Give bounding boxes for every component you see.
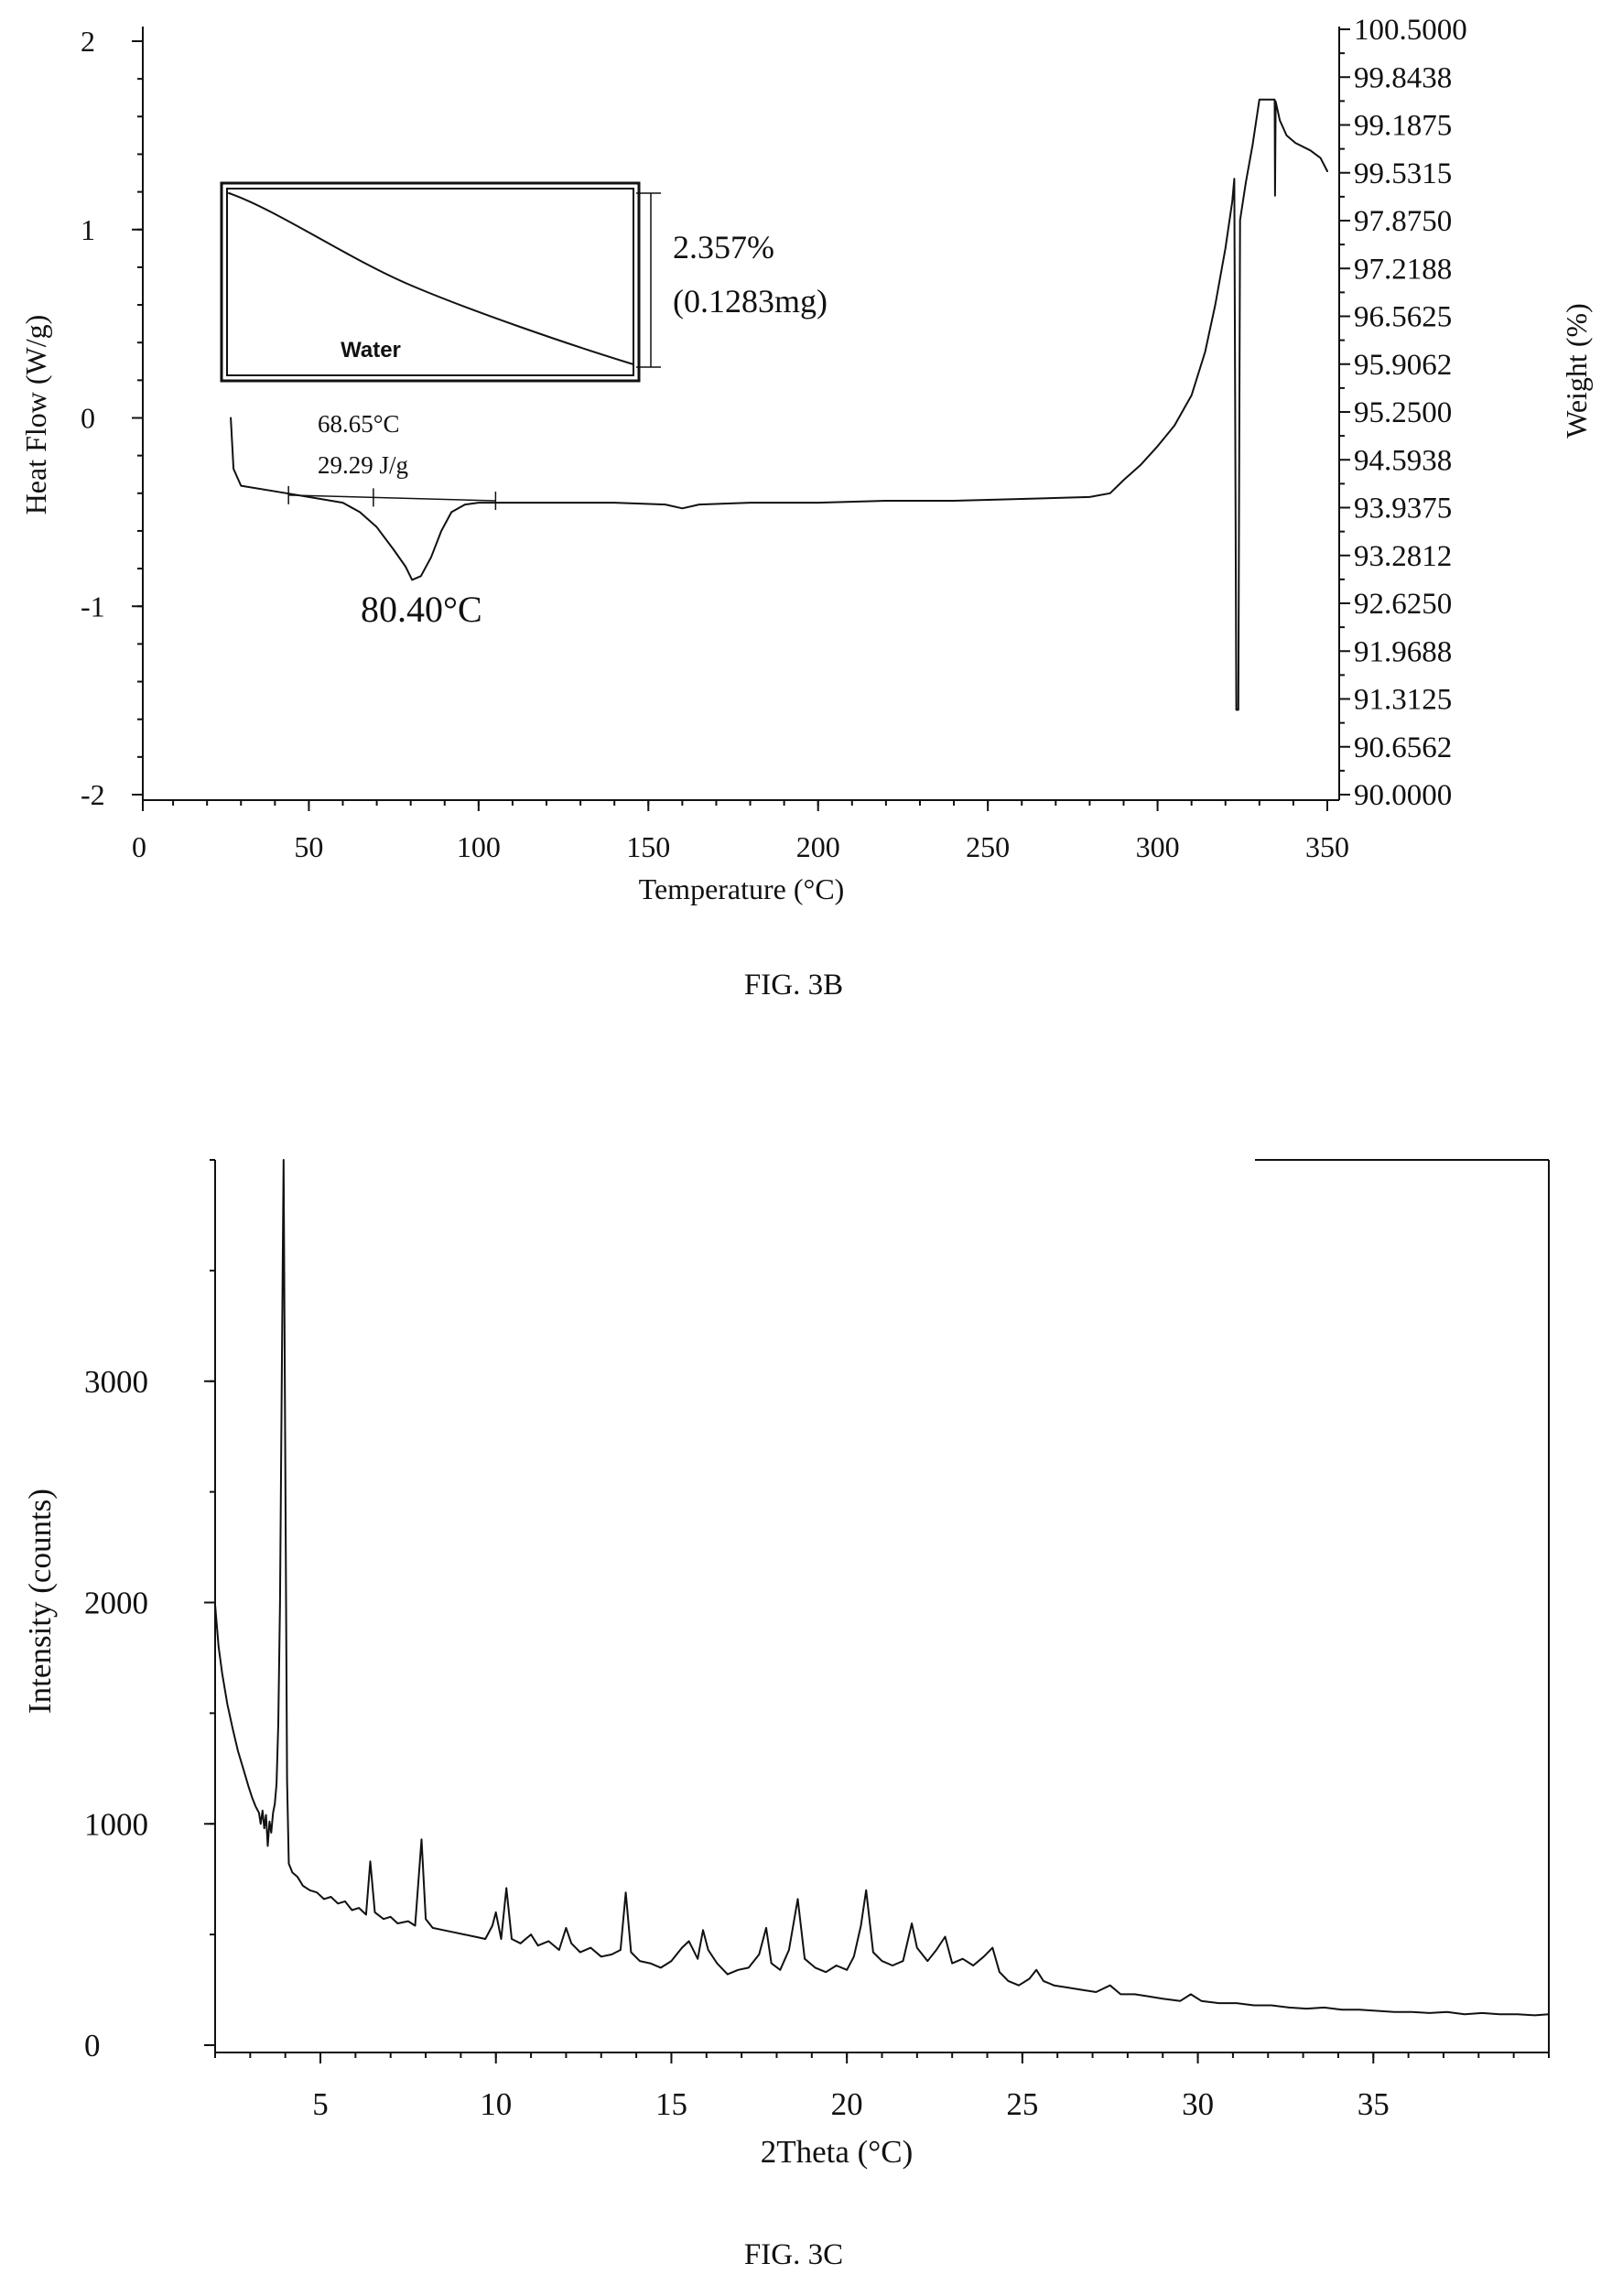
inset-water-label: Water bbox=[341, 338, 401, 363]
x-tick-label: 350 bbox=[1305, 830, 1349, 863]
x-tick-label: 0 bbox=[132, 830, 146, 863]
y2-tick-label: 93.2812 bbox=[1354, 540, 1452, 573]
peak-temperature-label: 80.40°C bbox=[361, 589, 482, 630]
y2-tick-label: 95.2500 bbox=[1354, 396, 1452, 429]
weight-loss-percent: 2.357% bbox=[673, 229, 774, 265]
y2-tick-label: 100.5000 bbox=[1354, 14, 1467, 47]
xrd-marks bbox=[214, 1159, 1550, 2017]
x-tick-label: 250 bbox=[966, 830, 1010, 863]
inset-frame bbox=[220, 181, 641, 383]
y2-tick-label: 99.8438 bbox=[1354, 61, 1452, 94]
x-tick-label: 20 bbox=[831, 2086, 863, 2122]
x-tick-label: 300 bbox=[1136, 830, 1180, 863]
xrd-ticks: 5 10 15 20 25 30 35 0 1000 2000 3000 bbox=[84, 1159, 1550, 2122]
x-tick-label: 50 bbox=[294, 830, 323, 863]
y-axis-title: Intensity (counts) bbox=[22, 1489, 58, 1714]
x-tick-label: 35 bbox=[1358, 2086, 1390, 2122]
x-tick-label: 200 bbox=[796, 830, 840, 863]
x-tick-label: 150 bbox=[626, 830, 670, 863]
x-tick-label: 25 bbox=[1006, 2086, 1038, 2122]
y2-tick-label: 90.0000 bbox=[1354, 779, 1452, 812]
dsc-tga-ticks: 0 50 100 150 200 250 300 350 2 1 0 -1 -2 100.5000 99.8… bbox=[81, 14, 1467, 863]
x-tick-label: 30 bbox=[1182, 2086, 1214, 2122]
y-tick-label: -2 bbox=[81, 778, 105, 811]
y-tick-label: 3000 bbox=[84, 1364, 148, 1400]
y2-tick-label: 97.8750 bbox=[1354, 205, 1452, 238]
y2-tick-label: 96.5625 bbox=[1354, 301, 1452, 334]
x-tick-label: 15 bbox=[655, 2086, 687, 2122]
weight-loss-bracket bbox=[636, 192, 661, 368]
x-axis-title: 2Theta (°C) bbox=[761, 2134, 914, 2170]
inset-weight-curve bbox=[228, 192, 634, 365]
y-tick-label: 1 bbox=[81, 213, 95, 246]
y-tick-label: 1000 bbox=[84, 1806, 148, 1842]
y2-tick-label: 99.1875 bbox=[1354, 110, 1452, 143]
y2-tick-label: 94.5938 bbox=[1354, 444, 1452, 477]
y2-tick-label: 91.3125 bbox=[1354, 684, 1452, 717]
weight-loss-mass: (0.1283mg) bbox=[673, 283, 828, 319]
y-tick-label: 0 bbox=[84, 2028, 101, 2063]
y-axis-title: Heat Flow (W/g) bbox=[19, 315, 52, 515]
x-tick-label: 10 bbox=[480, 2086, 512, 2122]
y2-tick-label: 91.9688 bbox=[1354, 635, 1452, 668]
y2-tick-label: 90.6562 bbox=[1354, 731, 1452, 764]
figure-caption-3c: FIG. 3C bbox=[744, 2238, 843, 2271]
xrd-intensity-curve bbox=[214, 1159, 1550, 2017]
figure-caption-3b: FIG. 3B bbox=[744, 969, 843, 1002]
dsc-tga-marks bbox=[230, 98, 1328, 711]
y2-tick-label: 92.6250 bbox=[1354, 588, 1452, 621]
y2-tick-label: 97.2188 bbox=[1354, 253, 1452, 286]
xrd-chart: 5 10 15 20 25 30 35 0 1000 2000 3000 2Theta (°C) I… bbox=[22, 1159, 1550, 2271]
y-tick-label: 2 bbox=[81, 25, 95, 58]
x-axis-title: Temperature (°C) bbox=[639, 872, 845, 905]
y2-axis-title: Weight (%) bbox=[1560, 303, 1593, 439]
x-tick-label: 5 bbox=[312, 2086, 329, 2122]
inset-inner-frame bbox=[226, 188, 634, 376]
y2-tick-label: 95.9062 bbox=[1354, 349, 1452, 382]
y-tick-label: 2000 bbox=[84, 1586, 148, 1621]
x-tick-label: 100 bbox=[457, 830, 501, 863]
y2-tick-label: 99.5315 bbox=[1354, 157, 1452, 190]
weight-loss-inset: Water 2.357% (0.1283mg) bbox=[220, 181, 828, 383]
onset-temperature-label: 68.65°C bbox=[318, 410, 400, 438]
y-tick-label: 0 bbox=[81, 402, 95, 435]
heat-flow-curve bbox=[230, 98, 1328, 711]
dsc-tga-chart: 0 50 100 150 200 250 300 350 2 1 0 -1 -2 100.5000 99.8… bbox=[19, 14, 1593, 1002]
peak-enthalpy-label: 29.29 J/g bbox=[318, 451, 408, 479]
y2-tick-label: 93.9375 bbox=[1354, 493, 1452, 525]
peak-integration-baseline bbox=[288, 494, 496, 502]
y-tick-label: -1 bbox=[81, 590, 105, 623]
